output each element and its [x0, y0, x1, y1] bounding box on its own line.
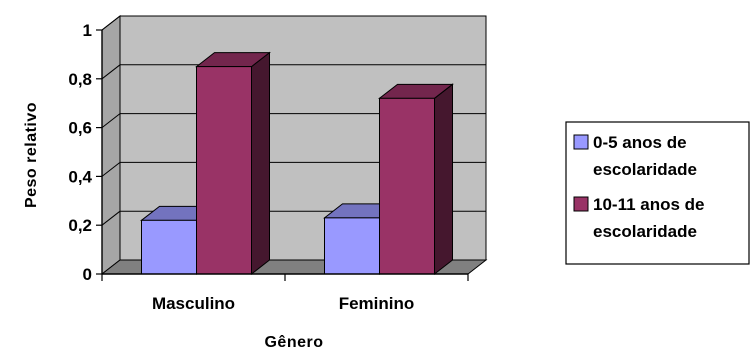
legend-box	[565, 121, 750, 265]
gridline-side	[101, 210, 121, 226]
gridline-side	[101, 162, 121, 177]
legend-swatch-2	[573, 196, 589, 212]
y-tick-label: 0,8	[68, 70, 92, 89]
legend-label-1-line1: 0-5 anos de	[593, 133, 687, 152]
y-tick-label: 0	[83, 265, 92, 284]
y-tick-labels: 0 0,2 0,4 0,6 0,8 1	[68, 21, 92, 284]
legend-label-1-line2: escolaridade	[593, 160, 697, 179]
gridline-side	[101, 113, 121, 128]
y-tick-label: 0,6	[68, 119, 92, 138]
y-tick-label: 0,4	[68, 167, 92, 186]
y-tick-label: 0,2	[68, 216, 92, 235]
gridline-side	[101, 15, 121, 31]
legend: 0-5 anos de escolaridade 10-11 anos de esco…	[565, 121, 750, 265]
x-category-labels: Masculino Feminino	[152, 294, 414, 313]
bar-feminino-series-2	[378, 83, 454, 276]
x-axis-title: Gênero	[264, 334, 323, 351]
y-axis-title: Peso relativo	[23, 102, 40, 208]
side-wall	[101, 14, 121, 276]
gridline-side	[101, 64, 121, 80]
legend-label-2-line2: escolaridade	[593, 222, 697, 241]
x-category-label: Masculino	[152, 294, 235, 313]
x-category-label: Feminino	[339, 294, 415, 313]
legend-label-2-line1: 10-11 anos de	[593, 195, 705, 214]
axes	[96, 29, 469, 281]
bar-masculino-series-2	[195, 51, 271, 276]
legend-swatch-1	[573, 134, 589, 150]
y-tick-label: 1	[83, 21, 92, 40]
